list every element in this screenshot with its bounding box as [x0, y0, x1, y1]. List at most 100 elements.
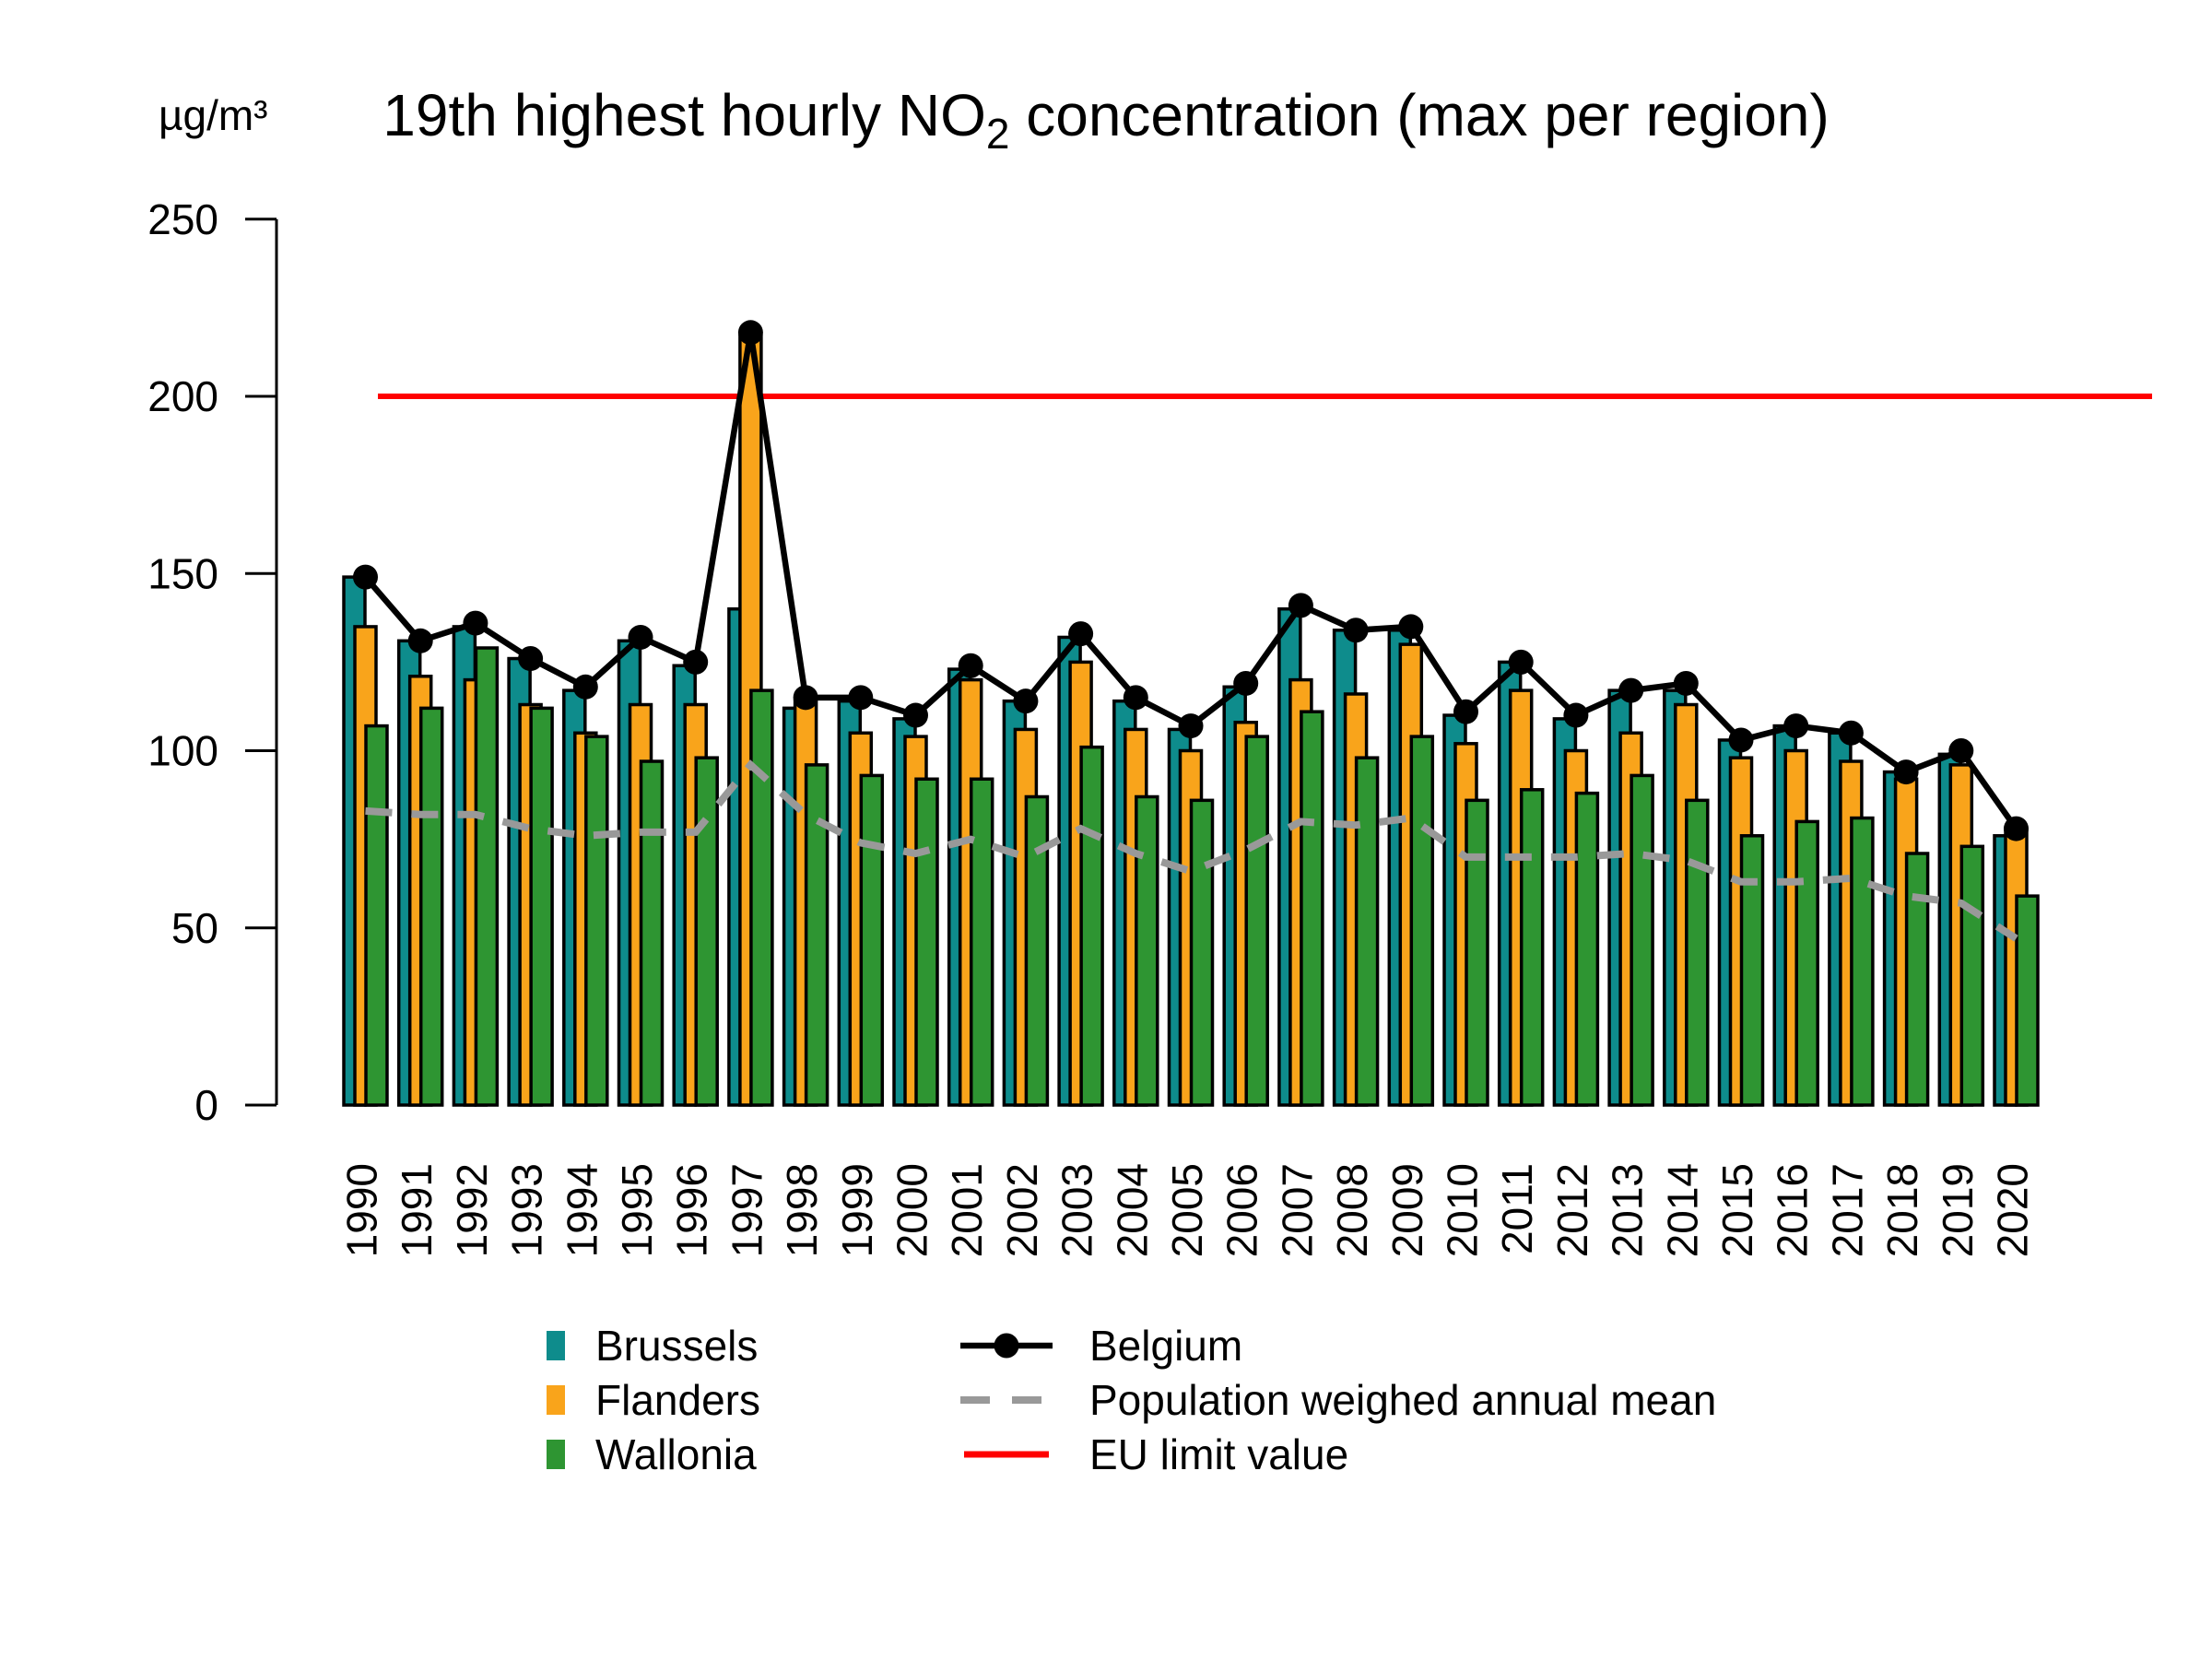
bar-wallonia-2000 — [914, 777, 939, 1107]
year-label-2007: 2007 — [1273, 1163, 1321, 1257]
y-tick-label-0: 0 — [194, 1081, 218, 1129]
bar-wallonia-2006 — [1244, 735, 1269, 1107]
year-label-2000: 2000 — [888, 1163, 936, 1257]
belgium-point-1998 — [793, 685, 818, 711]
chart-title-suffix: concentration (max per region) — [1009, 82, 1830, 148]
y-axis-unit-label: µg/m³ — [159, 91, 268, 139]
bar-wallonia-1991 — [418, 706, 444, 1107]
y-tick-label-100: 100 — [147, 727, 218, 775]
belgium-point-2006 — [1233, 670, 1259, 696]
belgium-point-2014 — [1673, 670, 1699, 696]
legend-label-eu-limit: EU limit value — [1089, 1430, 1349, 1478]
legend-item-brussels: Brussels — [547, 1318, 760, 1372]
belgium-point-1993 — [518, 646, 544, 672]
bar-wallonia-2012 — [1574, 791, 1600, 1107]
bar-wallonia-2009 — [1409, 735, 1435, 1107]
legend-region-column: Brussels Flanders Wallonia — [547, 1318, 760, 1481]
belgium-point-2012 — [1563, 702, 1589, 728]
bar-wallonia-1995 — [639, 759, 665, 1107]
year-label-2003: 2003 — [1053, 1163, 1101, 1257]
chart-title-subscript: 2 — [985, 110, 1010, 158]
y-tick-label-150: 150 — [147, 549, 218, 597]
legend-item-belgium: Belgium — [959, 1318, 1716, 1372]
year-label-2010: 2010 — [1439, 1163, 1487, 1257]
bar-wallonia-2016 — [1794, 819, 1819, 1107]
year-label-2009: 2009 — [1383, 1163, 1431, 1257]
bar-wallonia-2005 — [1189, 798, 1215, 1107]
legend-item-wallonia: Wallonia — [547, 1427, 760, 1481]
belgium-point-2016 — [1783, 713, 1809, 739]
belgium-point-2003 — [1068, 621, 1094, 647]
year-label-2001: 2001 — [943, 1163, 991, 1257]
belgium-point-2017 — [1838, 720, 1864, 746]
year-label-1998: 1998 — [778, 1163, 826, 1257]
year-label-1993: 1993 — [503, 1163, 551, 1257]
year-label-1992: 1992 — [448, 1163, 496, 1257]
bar-wallonia-2020 — [2015, 894, 2040, 1107]
belgium-point-1990 — [353, 564, 378, 590]
bar-wallonia-2013 — [1630, 773, 1654, 1107]
belgium-point-1996 — [683, 649, 709, 675]
year-label-2020: 2020 — [1989, 1163, 2037, 1257]
bar-wallonia-1998 — [804, 763, 830, 1107]
legend-item-flanders: Flanders — [547, 1372, 760, 1427]
year-label-2004: 2004 — [1108, 1163, 1156, 1257]
year-label-2006: 2006 — [1218, 1163, 1266, 1257]
y-tick-label-200: 200 — [147, 372, 218, 420]
population-mean-line — [365, 759, 2018, 942]
bar-wallonia-1999 — [859, 773, 885, 1107]
belgium-line-icon — [960, 1333, 1053, 1358]
brussels-swatch-icon — [547, 1330, 565, 1360]
year-label-2019: 2019 — [1934, 1163, 1982, 1257]
bar-wallonia-1994 — [584, 735, 609, 1107]
belgium-point-1991 — [407, 628, 433, 653]
eu-limit-line-icon — [964, 1451, 1049, 1457]
belgium-point-1995 — [628, 624, 653, 650]
year-label-2015: 2015 — [1713, 1163, 1761, 1257]
year-label-2014: 2014 — [1658, 1163, 1706, 1257]
bar-wallonia-1997 — [749, 688, 774, 1107]
year-label-1999: 1999 — [833, 1163, 881, 1257]
bar-wallonia-1992 — [474, 646, 500, 1107]
belgium-point-1992 — [463, 610, 488, 636]
belgium-point-1997 — [737, 320, 763, 346]
belgium-point-2010 — [1453, 699, 1478, 724]
legend-label-belgium: Belgium — [1089, 1321, 1243, 1370]
bar-wallonia-2010 — [1465, 798, 1489, 1107]
bar-wallonia-2002 — [1024, 794, 1050, 1107]
year-label-2008: 2008 — [1328, 1163, 1376, 1257]
year-label-1991: 1991 — [393, 1163, 441, 1257]
year-label-1994: 1994 — [558, 1163, 606, 1257]
year-label-2013: 2013 — [1604, 1163, 1652, 1257]
belgium-point-1994 — [572, 674, 598, 700]
belgium-point-2007 — [1288, 593, 1313, 618]
year-label-2011: 2011 — [1493, 1163, 1541, 1254]
bar-wallonia-2007 — [1300, 710, 1324, 1107]
bar-wallonia-2018 — [1904, 852, 1930, 1107]
bar-wallonia-2015 — [1739, 834, 1765, 1107]
year-label-2002: 2002 — [998, 1163, 1046, 1257]
year-label-2005: 2005 — [1163, 1163, 1211, 1257]
legend-label-brussels: Brussels — [595, 1321, 759, 1370]
belgium-point-2020 — [2004, 816, 2029, 841]
wallonia-swatch-icon — [547, 1439, 565, 1469]
legend-item-population-mean: Population weighed annual mean — [959, 1372, 1716, 1427]
bar-wallonia-2008 — [1354, 756, 1380, 1107]
year-label-1995: 1995 — [613, 1163, 661, 1257]
bar-wallonia-1990 — [364, 724, 389, 1107]
bar-wallonia-1996 — [694, 756, 719, 1107]
belgium-point-2018 — [1893, 759, 1919, 785]
belgium-point-2004 — [1123, 685, 1148, 711]
y-tick-label-50: 50 — [171, 904, 218, 952]
belgium-point-2001 — [958, 653, 983, 678]
flanders-swatch-icon — [547, 1384, 565, 1415]
belgium-point-2009 — [1398, 614, 1424, 640]
belgium-point-1999 — [848, 685, 874, 711]
bar-wallonia-2019 — [1959, 844, 1985, 1107]
bar-wallonia-2017 — [1850, 816, 1875, 1107]
bar-wallonia-2001 — [969, 777, 994, 1107]
year-label-2018: 2018 — [1878, 1163, 1926, 1257]
bar-wallonia-1993 — [529, 706, 554, 1107]
